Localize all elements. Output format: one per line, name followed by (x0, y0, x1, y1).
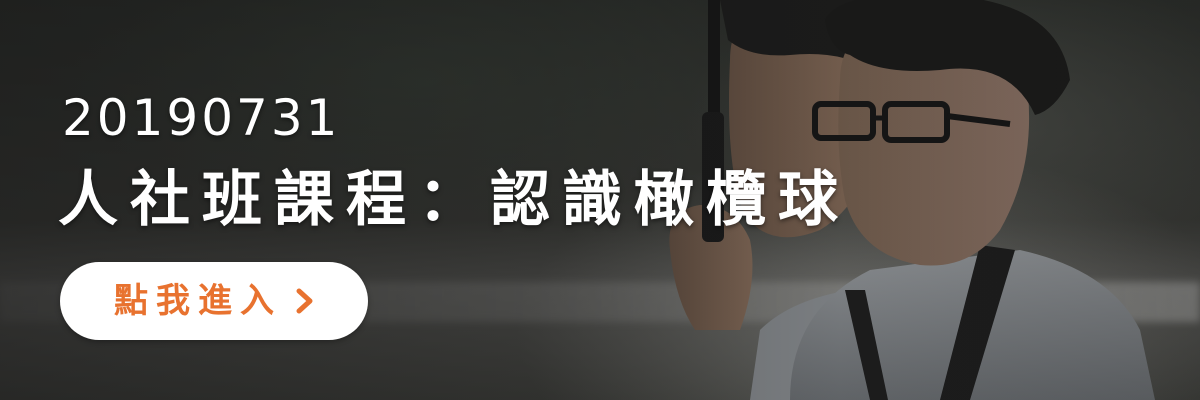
course-title: 人社班課程：認識橄欖球 (58, 165, 850, 235)
chevron-right-icon (296, 288, 313, 314)
enter-button-label: 點我進入 (114, 281, 282, 321)
event-date: 20190731 (62, 89, 341, 147)
enter-button[interactable]: 點我進入 (60, 262, 368, 340)
